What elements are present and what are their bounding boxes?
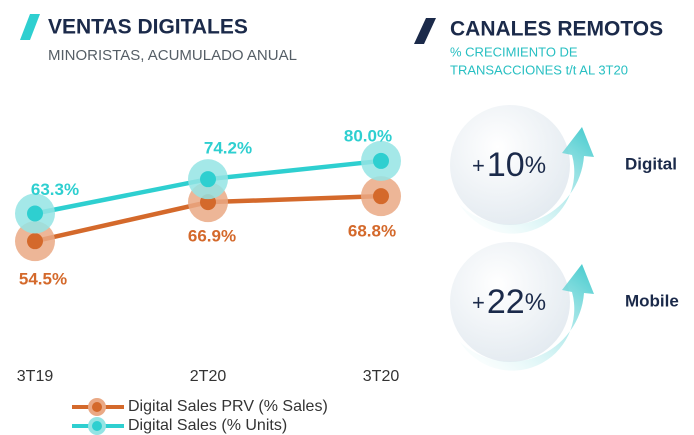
point — [200, 171, 216, 188]
value-label: 66.9% — [188, 227, 236, 246]
stat-arrow — [460, 127, 594, 234]
legend-marker — [92, 402, 102, 412]
stat-value: +10% — [472, 146, 546, 184]
point — [373, 188, 389, 205]
point — [373, 152, 389, 169]
point — [27, 205, 43, 222]
stat-unit: % — [525, 152, 546, 179]
stat-value: +22% — [472, 283, 546, 321]
legend-marker — [92, 421, 102, 431]
title-slash — [414, 18, 436, 44]
stat-label: Mobile — [625, 291, 679, 310]
section-title: CANALES REMOTOS — [450, 18, 663, 41]
x-tick-label: 2T20 — [190, 368, 227, 385]
legend-label: Digital Sales PRV (% Sales) — [128, 398, 328, 415]
stat-number: 22 — [487, 283, 525, 321]
value-label: 63.3% — [31, 180, 79, 199]
stat-number: 10 — [487, 146, 525, 184]
stat-unit: % — [525, 289, 546, 316]
x-tick-label: 3T19 — [17, 368, 54, 385]
stat-sign: + — [472, 290, 485, 315]
legend-label: Digital Sales (% Units) — [128, 417, 287, 434]
chart-title: VENTAS DIGITALES — [48, 16, 248, 39]
chart-subtitle: MINORISTAS, ACUMULADO ANUAL — [48, 47, 297, 64]
x-tick-label: 3T20 — [363, 368, 400, 385]
stat-arrow — [460, 264, 594, 371]
stat-sign: + — [472, 153, 485, 178]
stat-disc — [450, 105, 570, 225]
title-slash — [20, 14, 40, 40]
section-subtitle: TRANSACCIONES t/t AL 3T20 — [450, 62, 628, 77]
value-label: 80.0% — [344, 126, 392, 145]
value-label: 74.2% — [204, 139, 252, 158]
value-label: 54.5% — [19, 270, 67, 289]
point — [27, 233, 43, 250]
value-label: 68.8% — [348, 222, 396, 241]
section-subtitle: % CRECIMIENTO DE — [450, 44, 578, 59]
stat-disc — [450, 242, 570, 362]
stat-label: Digital — [625, 154, 677, 173]
